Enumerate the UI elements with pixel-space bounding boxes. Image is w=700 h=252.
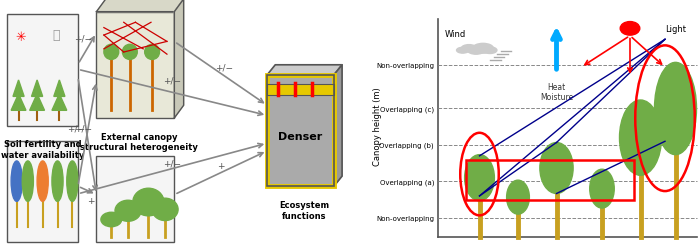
Polygon shape <box>174 0 183 118</box>
Polygon shape <box>97 0 183 13</box>
Text: ⛅: ⛅ <box>52 29 60 42</box>
Polygon shape <box>267 66 342 76</box>
Ellipse shape <box>11 161 22 202</box>
FancyBboxPatch shape <box>97 13 174 118</box>
Text: ✳: ✳ <box>15 31 26 44</box>
Text: +/−: +/− <box>164 76 181 85</box>
Polygon shape <box>32 81 43 97</box>
Text: Overlapping (a): Overlapping (a) <box>379 178 434 185</box>
Polygon shape <box>13 81 24 97</box>
Text: External canopy
structural heterogeneity: External canopy structural heterogeneity <box>80 132 198 152</box>
Text: Overlapping (b): Overlapping (b) <box>379 142 434 149</box>
FancyBboxPatch shape <box>267 84 334 96</box>
Text: +/−: +/− <box>74 35 92 44</box>
Text: +: + <box>87 196 94 205</box>
Ellipse shape <box>540 143 573 194</box>
FancyBboxPatch shape <box>8 141 78 242</box>
Text: +/−: +/− <box>74 124 92 133</box>
Polygon shape <box>11 94 26 111</box>
Ellipse shape <box>589 170 615 208</box>
Text: +/−: +/− <box>164 159 181 168</box>
Text: Overlapping (c): Overlapping (c) <box>380 106 434 112</box>
Text: Canopy height (m): Canopy height (m) <box>374 87 382 165</box>
Ellipse shape <box>115 200 141 222</box>
Ellipse shape <box>483 48 497 54</box>
Ellipse shape <box>654 63 696 155</box>
Text: Non-overlapping: Non-overlapping <box>376 215 434 221</box>
Ellipse shape <box>145 45 160 60</box>
Polygon shape <box>54 81 65 97</box>
Ellipse shape <box>465 155 494 201</box>
Text: Light: Light <box>665 25 686 34</box>
Ellipse shape <box>468 47 484 55</box>
Text: Ecosystem
functions: Ecosystem functions <box>279 200 330 220</box>
Ellipse shape <box>52 161 63 202</box>
Text: +: + <box>217 161 225 170</box>
Text: Soil fertility and
water availability: Soil fertility and water availability <box>1 140 85 159</box>
Ellipse shape <box>507 180 529 214</box>
Text: Heat
Moisture: Heat Moisture <box>540 82 573 102</box>
Bar <box>466 160 634 200</box>
Polygon shape <box>52 94 66 111</box>
FancyBboxPatch shape <box>267 76 334 186</box>
Ellipse shape <box>66 161 78 202</box>
Circle shape <box>620 22 640 36</box>
FancyBboxPatch shape <box>8 15 78 126</box>
Ellipse shape <box>473 44 494 54</box>
Text: +/−: +/− <box>216 63 234 72</box>
Ellipse shape <box>461 45 477 53</box>
Ellipse shape <box>133 188 164 216</box>
Ellipse shape <box>620 101 662 176</box>
Ellipse shape <box>152 198 178 221</box>
Text: Denser: Denser <box>279 132 323 142</box>
Text: +/−: +/− <box>67 124 85 133</box>
Ellipse shape <box>101 212 122 227</box>
FancyBboxPatch shape <box>97 156 174 242</box>
Ellipse shape <box>22 161 34 202</box>
Ellipse shape <box>456 48 469 54</box>
Ellipse shape <box>104 45 119 60</box>
Polygon shape <box>29 94 45 111</box>
Text: Non-overlapping: Non-overlapping <box>376 62 434 69</box>
Ellipse shape <box>122 45 137 60</box>
Ellipse shape <box>37 161 48 202</box>
Text: Wind: Wind <box>444 29 466 39</box>
Polygon shape <box>334 66 342 186</box>
